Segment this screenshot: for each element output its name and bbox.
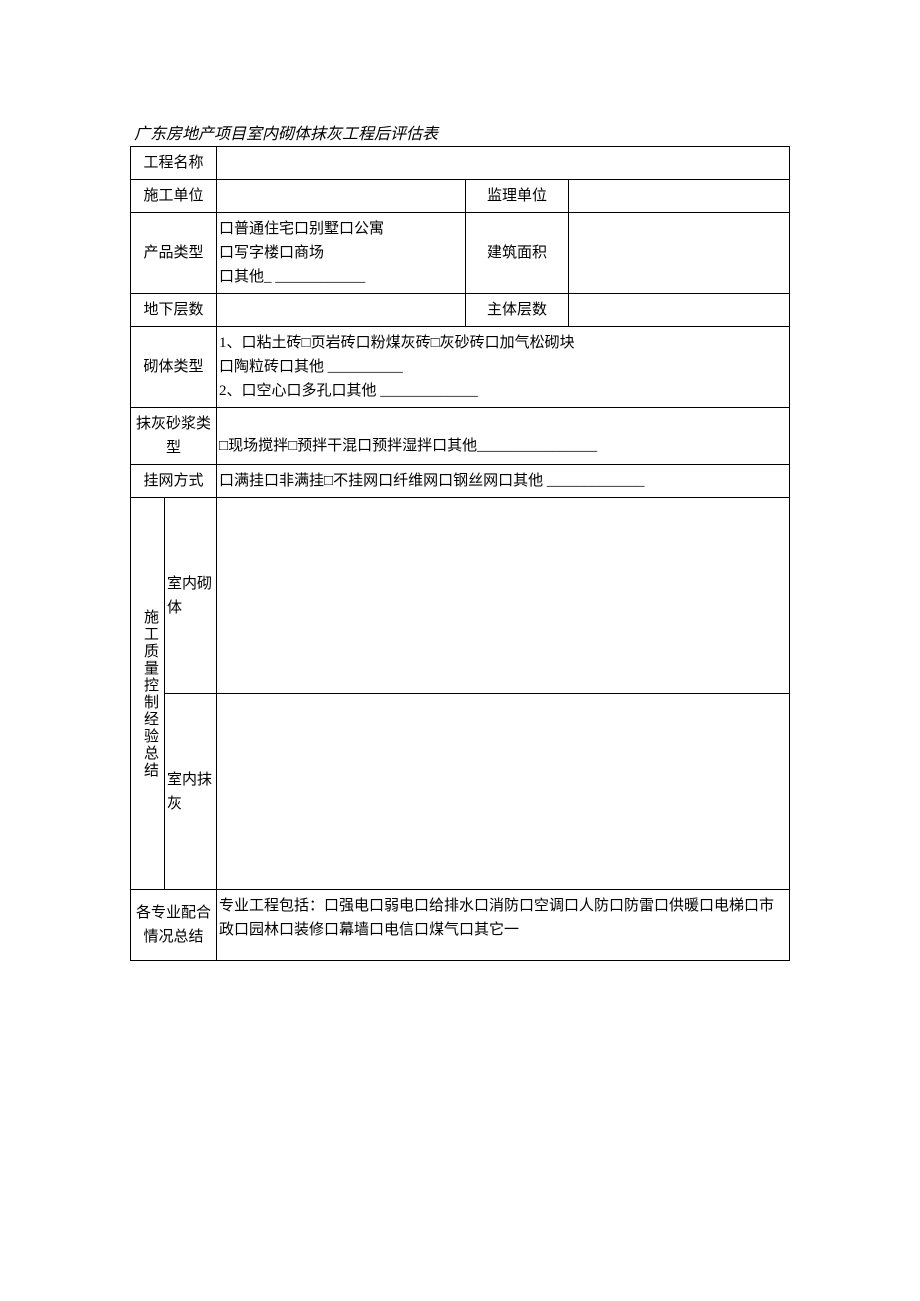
field-plaster-mortar-type: □现场搅拌□预拌干混口预拌湿拌口其他________________: [217, 408, 790, 465]
row-quality-indoor-plaster: 室内抹灰: [131, 694, 790, 890]
field-main-floors: [569, 294, 790, 327]
field-mesh-method: 口满挂口非满挂□不挂网口纤维网口钢丝网口其他 _____________: [217, 465, 790, 498]
field-coordination-summary: 专业工程包括：口强电口弱电口给排水口消防口空调口人防口防雷口供暖口电梯口市政口园…: [217, 890, 790, 961]
row-coordination-summary: 各专业配合情况总结 专业工程包括：口强电口弱电口给排水口消防口空调口人防口防雷口…: [131, 890, 790, 961]
evaluation-form-table: 工程名称 施工单位 监理单位 产品类型 口普通住宅口别墅口公寓口写字楼口商场口其…: [130, 146, 790, 961]
label-project-name: 工程名称: [131, 147, 217, 180]
field-project-name: [217, 147, 790, 180]
label-underground-floors: 地下层数: [131, 294, 217, 327]
row-quality-indoor-masonry: 施工质量控制经验总结 室内砌体: [131, 498, 790, 694]
label-mesh-method: 挂网方式: [131, 465, 217, 498]
field-underground-floors: [217, 294, 466, 327]
label-construction-unit: 施工单位: [131, 180, 217, 213]
label-quality-control-summary: 施工质量控制经验总结: [131, 498, 165, 890]
row-mesh-method: 挂网方式 口满挂口非满挂□不挂网口纤维网口钢丝网口其他 ____________…: [131, 465, 790, 498]
row-product-type: 产品类型 口普通住宅口别墅口公寓口写字楼口商场口其他_ ____________…: [131, 213, 790, 294]
row-plaster-mortar-type: 抹灰砂浆类型 □现场搅拌□预拌干混口预拌湿拌口其他_______________…: [131, 408, 790, 465]
field-construction-unit: [217, 180, 466, 213]
field-supervision-unit: [569, 180, 790, 213]
field-building-area: [569, 213, 790, 294]
label-coordination-summary: 各专业配合情况总结: [131, 890, 217, 961]
field-product-type: 口普通住宅口别墅口公寓口写字楼口商场口其他_ ____________: [217, 213, 466, 294]
sublabel-indoor-masonry: 室内砌体: [165, 498, 217, 694]
label-product-type: 产品类型: [131, 213, 217, 294]
row-construction-unit: 施工单位 监理单位: [131, 180, 790, 213]
sublabel-indoor-plaster: 室内抹灰: [165, 694, 217, 890]
field-masonry-type: 1、口粘土砖□页岩砖口粉煤灰砖□灰砂砖口加气松砌块口陶粒砖口其他 _______…: [217, 327, 790, 408]
label-plaster-mortar-type: 抹灰砂浆类型: [131, 408, 217, 465]
label-supervision-unit: 监理单位: [466, 180, 569, 213]
document-title: 广东房地产项目室内砌体抹灰工程后评估表: [130, 120, 790, 144]
field-indoor-plaster: [217, 694, 790, 890]
field-indoor-masonry: [217, 498, 790, 694]
row-project-name: 工程名称: [131, 147, 790, 180]
row-masonry-type: 砌体类型 1、口粘土砖□页岩砖口粉煤灰砖□灰砂砖口加气松砌块口陶粒砖口其他 __…: [131, 327, 790, 408]
row-underground-floors: 地下层数 主体层数: [131, 294, 790, 327]
label-main-floors: 主体层数: [466, 294, 569, 327]
label-building-area: 建筑面积: [466, 213, 569, 294]
vertical-label-text: 施工质量控制经验总结: [133, 609, 162, 779]
label-masonry-type: 砌体类型: [131, 327, 217, 408]
